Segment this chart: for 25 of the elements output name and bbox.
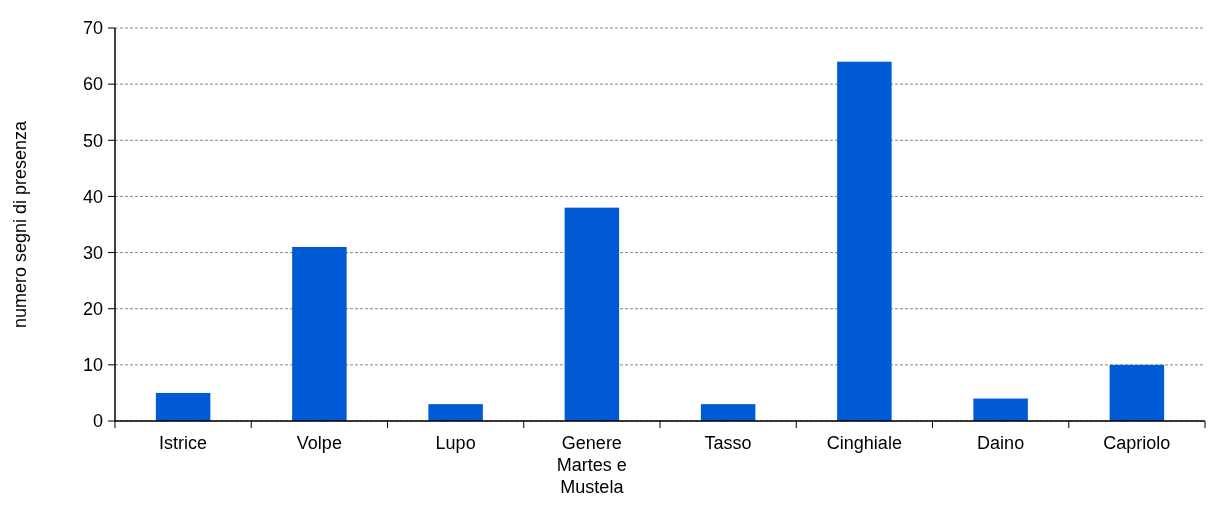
bar bbox=[837, 61, 892, 421]
bar bbox=[292, 246, 347, 421]
x-tick-label: Istrice bbox=[159, 433, 208, 453]
x-tick-label: Tasso bbox=[704, 433, 752, 453]
y-tick-label: 10 bbox=[82, 355, 103, 376]
x-tick-label: Lupo bbox=[435, 433, 476, 453]
x-tick-label: Daino bbox=[977, 433, 1025, 453]
bar bbox=[973, 398, 1028, 421]
y-tick-label: 0 bbox=[92, 411, 103, 432]
bar bbox=[564, 207, 620, 421]
y-tick-label: 50 bbox=[82, 130, 103, 151]
bar bbox=[700, 404, 756, 421]
y-tick-label: 60 bbox=[82, 74, 103, 95]
bar bbox=[155, 392, 211, 421]
x-tick-label: Cinghiale bbox=[826, 433, 902, 453]
x-tick-label: Capriolo bbox=[1103, 433, 1171, 453]
bar bbox=[428, 404, 483, 421]
y-tick-label: 70 bbox=[82, 18, 103, 39]
y-tick-label: 40 bbox=[82, 186, 103, 207]
x-tick-label: Volpe bbox=[296, 433, 342, 453]
bar bbox=[1109, 364, 1165, 421]
y-axis-title: numero segni di presenza bbox=[10, 119, 30, 329]
y-tick-label: 20 bbox=[82, 299, 103, 320]
y-tick-label: 30 bbox=[82, 242, 103, 263]
x-tick-label: Genere Martes e Mustela bbox=[556, 433, 627, 497]
